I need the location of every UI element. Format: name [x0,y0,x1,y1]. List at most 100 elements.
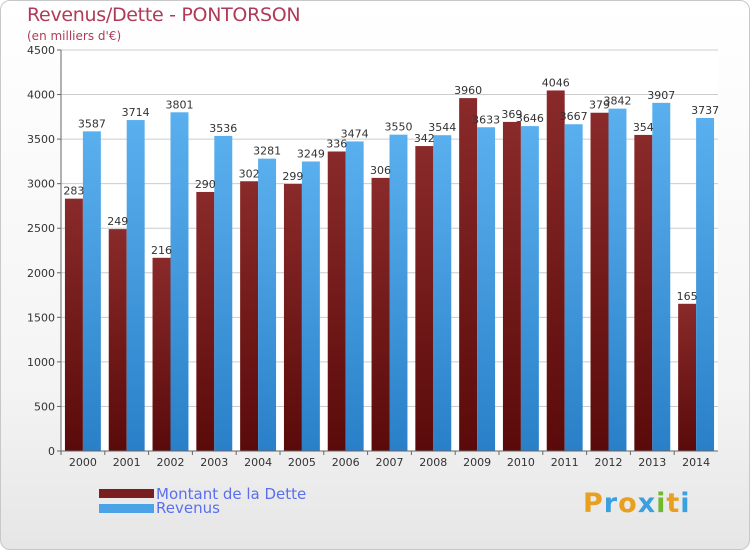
logo-letter: x [637,488,657,519]
x-tick-label: 2010 [507,456,535,469]
bar-dette [196,191,215,452]
x-tick-label: 2013 [638,456,666,469]
legend-swatch-debt [99,489,154,498]
y-tick-label: 3500 [27,133,55,146]
data-label-revenus: 3633 [472,113,500,126]
logo-letter: t [666,488,681,519]
bar-dette [327,151,346,451]
bar-dette [590,112,609,451]
x-tick-label: 2014 [682,456,710,469]
bar-dette [415,146,434,452]
data-label-revenus: 3801 [165,98,193,111]
x-tick-label: 2012 [595,456,623,469]
data-label-dette: 299 [282,170,303,183]
bar-revenus [345,141,364,452]
logo-letter: i [680,488,691,519]
x-tick-label: 2004 [244,456,272,469]
data-label-revenus: 3474 [341,127,369,140]
chart-title: Revenus/Dette - PONTORSON [27,4,301,26]
logo-letter: r [603,488,619,519]
legend-label-debt: Montant de la Dette [156,485,307,503]
x-tick-label: 2000 [69,456,97,469]
data-label-revenus: 3842 [603,95,631,108]
x-tick-label: 2008 [419,456,447,469]
bar-revenus [214,135,233,451]
chart-subtitle: (en milliers d'€) [27,29,122,43]
y-tick-label: 4000 [27,89,55,102]
bar-revenus [608,108,627,452]
data-label-dette: 369 [501,108,522,121]
data-label-revenus: 3667 [560,110,588,123]
bar-revenus [520,126,539,451]
data-label-dette: 4046 [542,76,570,89]
x-tick-label: 2002 [157,456,185,469]
y-tick-label: 2000 [27,267,55,280]
data-label-revenus: 3737 [691,104,719,117]
data-label-revenus: 3714 [122,106,150,119]
legend-label-revenus: Revenus [156,499,220,517]
bar-revenus [126,120,145,452]
data-label-dette: 336 [326,137,347,150]
y-tick-label: 4500 [27,44,55,57]
x-tick-label: 2006 [332,456,360,469]
data-label-revenus: 3587 [78,117,106,130]
data-label-revenus: 3646 [516,112,544,125]
data-label-dette: 290 [195,178,216,191]
data-label-revenus: 3536 [209,122,237,135]
data-label-revenus: 3249 [297,147,325,160]
y-tick-label: 1500 [27,311,55,324]
bar-revenus [301,161,320,451]
data-label-dette: 3960 [454,84,482,97]
y-tick-label: 2500 [27,222,55,235]
bar-revenus [564,124,583,451]
x-tick-label: 2009 [463,456,491,469]
bar-revenus [82,131,101,451]
bar-revenus [652,102,671,451]
y-tick-label: 0 [48,445,55,458]
logo-letter: P [583,488,604,519]
x-tick-label: 2007 [376,456,404,469]
data-label-revenus: 3544 [428,121,456,134]
data-label-revenus: 3550 [384,121,412,134]
data-label-revenus: 3281 [253,145,281,158]
logo-letter: o [618,488,638,519]
legend-swatch-revenus [99,504,154,513]
x-tick-label: 2011 [551,456,579,469]
logo-letter: i [656,488,667,519]
proxiti-logo: Proxiti [583,488,691,519]
bar-dette [678,303,697,451]
y-tick-label: 3000 [27,178,55,191]
x-tick-label: 2005 [288,456,316,469]
bar-revenus [389,134,408,451]
data-label-dette: 354 [633,121,654,134]
data-label-dette: 379 [589,99,610,112]
bar-dette [152,257,171,451]
bar-dette [240,181,259,451]
bar-dette [502,121,521,452]
x-tick-label: 2001 [113,456,141,469]
bar-dette [459,98,478,452]
data-label-dette: 342 [414,132,435,145]
bar-dette [108,229,127,451]
bar-dette [64,198,83,451]
bar-revenus [696,117,715,452]
data-label-dette: 306 [370,164,391,177]
bar-dette [634,134,653,451]
bar-revenus [477,127,496,451]
data-label-dette: 216 [151,244,172,257]
data-label-dette: 302 [239,167,260,180]
y-tick-label: 500 [34,400,55,413]
bar-revenus [433,135,452,451]
bar-dette [546,90,565,451]
data-label-dette: 165 [677,290,698,303]
bar-dette [371,177,390,451]
data-label-revenus: 3907 [647,89,675,102]
data-label-dette: 283 [63,185,84,198]
x-tick-label: 2003 [200,456,228,469]
y-tick-label: 1000 [27,356,55,369]
bar-dette [283,183,302,451]
data-label-dette: 249 [107,215,128,228]
bar-revenus [170,112,189,451]
bar-revenus [258,158,277,451]
